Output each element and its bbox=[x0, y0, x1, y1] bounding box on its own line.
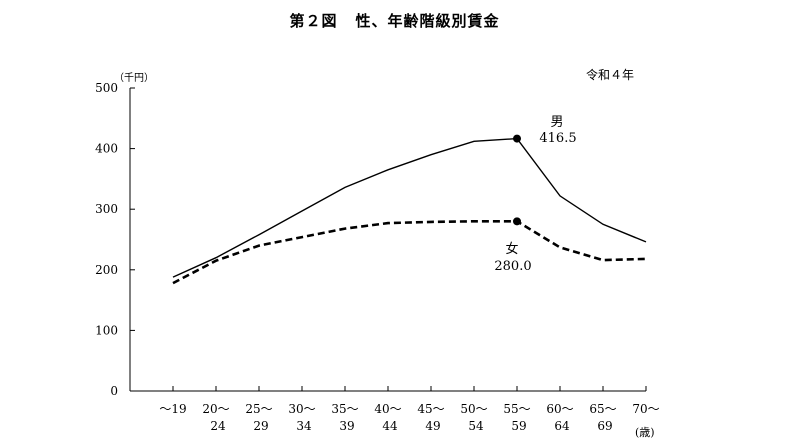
x-tick-label-sub: 44 bbox=[382, 419, 398, 433]
x-tick-label: 20～ bbox=[202, 402, 229, 416]
x-tick-label: 35～ bbox=[331, 402, 358, 416]
series-name-label: 女 bbox=[505, 241, 518, 257]
x-tick-label-sub: 29 bbox=[253, 419, 268, 433]
series-line-female bbox=[172, 220, 647, 285]
x-tick-label: 30～ bbox=[288, 402, 315, 416]
data-label: 416.5 bbox=[539, 131, 576, 146]
series-line-male bbox=[172, 137, 647, 278]
y-axis-unit-label: （千円） bbox=[114, 73, 154, 84]
x-tick-label: 25～ bbox=[245, 402, 272, 416]
y-tick-label: 500 bbox=[95, 81, 118, 95]
y-tick-label: 300 bbox=[95, 202, 118, 216]
data-label: 280.0 bbox=[494, 259, 531, 274]
y-tick-label: 400 bbox=[95, 142, 118, 156]
series-name-label: 男 bbox=[550, 115, 563, 130]
x-tick-label-sub: 49 bbox=[425, 419, 440, 433]
y-tick-label: 200 bbox=[95, 263, 118, 277]
x-tick-label: 40～ bbox=[374, 402, 401, 416]
x-tick-label: 55～ bbox=[503, 402, 530, 416]
x-tick-label: 60～ bbox=[546, 402, 573, 416]
x-tick-label-sub: 39 bbox=[339, 419, 354, 433]
figure-title-text: 性、年齢階級別賃金 bbox=[355, 12, 500, 30]
x-tick-label-sub: 54 bbox=[468, 419, 484, 433]
x-tick-label-sub: 69 bbox=[597, 419, 612, 433]
x-tick-label-sub: 24 bbox=[210, 419, 226, 433]
x-tick-label-sub: 34 bbox=[296, 419, 312, 433]
chart-title: 第２図 性、年齢階級別賃金 bbox=[0, 10, 789, 31]
x-tick-label: ～19 bbox=[159, 402, 186, 416]
figure-number: 第２図 bbox=[289, 12, 338, 30]
x-tick-label-sub: 64 bbox=[554, 419, 570, 433]
x-tick-label: 70～ bbox=[632, 402, 659, 416]
x-tick-label-sub: 59 bbox=[511, 419, 526, 433]
x-tick-label: 50～ bbox=[460, 402, 487, 416]
series-marker bbox=[513, 217, 521, 226]
x-tick-label: 65～ bbox=[589, 402, 616, 416]
x-axis-unit-label: (歳) bbox=[635, 426, 655, 439]
y-tick-label: 0 bbox=[110, 384, 118, 398]
y-tick-label: 100 bbox=[95, 323, 118, 337]
year-note: 令和４年 bbox=[586, 68, 635, 82]
series-marker bbox=[513, 134, 521, 143]
x-tick-label: 45～ bbox=[417, 402, 444, 416]
